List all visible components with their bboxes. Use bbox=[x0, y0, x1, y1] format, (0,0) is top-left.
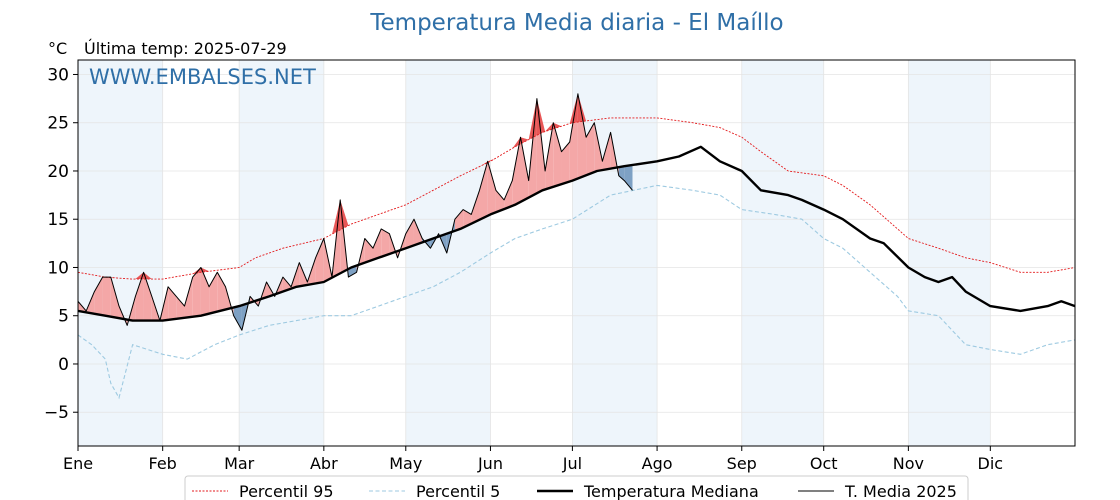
legend-label-p5: Percentil 5 bbox=[416, 482, 500, 500]
x-tick-label: Sep bbox=[727, 454, 757, 473]
fill-above-median bbox=[373, 228, 382, 260]
fill-above-median bbox=[135, 272, 144, 321]
fill-above-p95 bbox=[520, 137, 529, 144]
y-tick-label: 30 bbox=[47, 65, 69, 85]
subtitle-last-temp: Última temp: 2025-07-29 bbox=[84, 39, 287, 58]
x-tick-label: Dic bbox=[978, 454, 1004, 473]
y-tick-label: 10 bbox=[47, 258, 69, 278]
fill-above-median bbox=[586, 122, 595, 176]
fill-above-median bbox=[553, 122, 562, 187]
x-axis: Ene Feb Mar Abr May Jun Jul Ago Sep Oct Nov Dic bbox=[63, 446, 1003, 473]
x-tick-label: Nov bbox=[893, 454, 924, 473]
fill-above-p95 bbox=[479, 161, 488, 167]
fill-above-median bbox=[282, 277, 292, 292]
x-tick-label: Mar bbox=[224, 454, 255, 473]
x-tick-label: Feb bbox=[149, 454, 177, 473]
fill-above-median bbox=[168, 286, 177, 320]
series-lines bbox=[78, 93, 1075, 400]
fill-above-median bbox=[561, 142, 570, 185]
month-shade-mar bbox=[239, 60, 324, 446]
fill-above-median bbox=[110, 277, 119, 319]
y-tick-label: −5 bbox=[44, 403, 69, 423]
series-line-median bbox=[78, 145, 1075, 322]
month-shade-jul bbox=[572, 60, 658, 446]
legend-label-median: Temperatura Mediana bbox=[583, 482, 759, 500]
x-tick-label: Oct bbox=[810, 454, 838, 473]
series-line-p95 bbox=[78, 117, 1075, 280]
fill-above-median bbox=[315, 238, 324, 284]
legend-box bbox=[184, 475, 969, 500]
x-tick-label: Abr bbox=[310, 454, 338, 473]
fill-above-median bbox=[602, 132, 611, 171]
x-tick-label: Jul bbox=[562, 454, 582, 473]
fill-above-p95 bbox=[512, 137, 521, 149]
legend: Percentil 95 Percentil 5 Temperatura Media… bbox=[184, 475, 969, 500]
legend-label-current: T. Media 2025 bbox=[844, 482, 957, 500]
fill-above-p95 bbox=[528, 98, 537, 140]
x-tick-label: Ago bbox=[642, 454, 673, 473]
fill-above-median bbox=[495, 190, 505, 213]
y-tick-label: 5 bbox=[58, 307, 69, 327]
fill-above-median bbox=[364, 238, 374, 263]
fill-below-median bbox=[233, 305, 242, 331]
fill-below-median bbox=[624, 164, 633, 191]
y-tick-label: 25 bbox=[47, 114, 69, 134]
plot-frame bbox=[77, 59, 1076, 447]
month-shade-may bbox=[405, 60, 491, 446]
fill-above-median bbox=[176, 296, 185, 319]
fill-above-median bbox=[413, 219, 423, 246]
fill-above-median bbox=[471, 190, 480, 224]
fill-above-median bbox=[209, 272, 218, 314]
fill-above-p95 bbox=[332, 199, 341, 235]
fill-above-median bbox=[545, 122, 554, 190]
watermark: WWW.EMBALSES.NET bbox=[89, 65, 316, 89]
month-shade-ene bbox=[78, 60, 163, 446]
y-tick-label: 20 bbox=[47, 162, 69, 182]
legend-label-p95: Percentil 95 bbox=[239, 482, 334, 500]
fill-above-median bbox=[184, 277, 193, 318]
y-axis: −5 0 5 10 15 20 25 30 bbox=[44, 65, 78, 423]
fill-above-p95 bbox=[553, 122, 562, 129]
fill-below-median bbox=[618, 166, 625, 181]
fill-above-median bbox=[405, 219, 414, 249]
fill-above-p95 bbox=[487, 158, 496, 163]
fill-above-median bbox=[520, 137, 529, 202]
y-tick-label: 15 bbox=[47, 210, 69, 230]
chart-title: Temperatura Media diaria - El Maíllo bbox=[369, 10, 783, 36]
fill-above-median bbox=[463, 209, 472, 228]
fill-above-median bbox=[200, 267, 210, 316]
x-tick-label: Jun bbox=[477, 454, 503, 473]
fill-above-p95 bbox=[577, 93, 587, 123]
fill-above-median bbox=[192, 267, 201, 317]
fill-above-p95 bbox=[192, 267, 201, 274]
fill-above-p95 bbox=[569, 93, 578, 124]
fill-above-median bbox=[102, 277, 111, 317]
fill-above-p95 bbox=[536, 98, 546, 136]
x-tick-label: Ene bbox=[63, 454, 93, 473]
month-shade-nov bbox=[908, 60, 991, 446]
fill-above-median bbox=[454, 209, 464, 231]
fill-above-median bbox=[594, 122, 603, 173]
series-line-current bbox=[78, 93, 633, 331]
x-tick-label: May bbox=[389, 454, 422, 473]
plot-area bbox=[77, 59, 1076, 447]
series-line-p5 bbox=[78, 184, 1075, 400]
fill-above-median bbox=[512, 137, 521, 206]
y-tick-label: 0 bbox=[58, 355, 69, 375]
unit-label: °C bbox=[48, 39, 67, 58]
month-shade-sep bbox=[741, 60, 824, 446]
fill-above-median bbox=[504, 180, 513, 210]
fill-above-median bbox=[94, 277, 103, 316]
fill-above-median bbox=[487, 161, 496, 216]
fill-above-median bbox=[479, 161, 488, 220]
fill-above-median bbox=[217, 272, 226, 312]
fill-above-median bbox=[381, 228, 390, 257]
fill-above-median bbox=[143, 272, 152, 321]
